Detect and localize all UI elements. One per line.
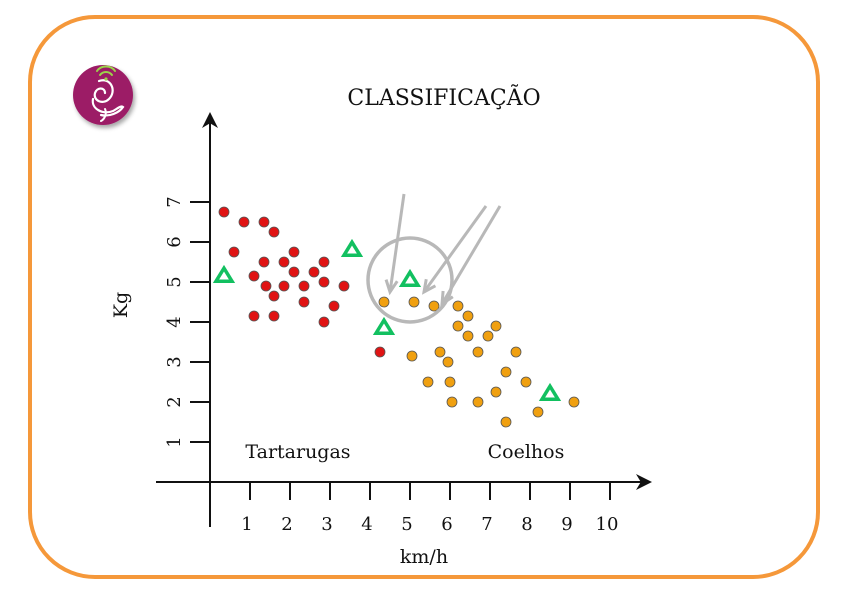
data-point (258, 256, 270, 268)
y-tick-label: 4 (164, 316, 185, 327)
highlight-arrow (388, 193, 406, 293)
data-point (510, 346, 522, 358)
x-tick-label: 7 (481, 514, 492, 535)
data-point (258, 216, 270, 228)
data-point (532, 406, 544, 418)
data-point (378, 296, 390, 308)
triangle-point (212, 264, 236, 283)
data-point (500, 366, 512, 378)
x-tick-label: 9 (561, 514, 572, 535)
data-point (260, 280, 272, 292)
highlight (366, 193, 502, 324)
data-point (406, 350, 418, 362)
data-point (446, 396, 458, 408)
triangle-point (372, 316, 396, 335)
annotation-label: Tartarugas (245, 441, 350, 463)
x-tick-label: 3 (321, 514, 332, 535)
data-point (318, 256, 330, 268)
data-point (520, 376, 532, 388)
annotation-label: Coelhos (488, 441, 565, 463)
data-point (228, 246, 240, 258)
data-point (268, 290, 280, 302)
data-point (268, 310, 280, 322)
y-tick-label: 1 (164, 436, 185, 447)
highlight-arrow-head (384, 279, 399, 296)
data-point (462, 330, 474, 342)
data-point (328, 300, 340, 312)
y-axis-label: Kg (110, 292, 132, 318)
data-points (212, 206, 580, 428)
chart-title: CLASSIFICAÇÃO (347, 83, 540, 111)
data-point (422, 376, 434, 388)
triangle-point (340, 238, 364, 257)
data-point (462, 310, 474, 322)
data-point (452, 300, 464, 312)
triangle-point (398, 268, 422, 287)
x-axis-label: km/h (400, 546, 448, 568)
y-ticks: 1 2 3 4 5 6 7 (164, 196, 210, 448)
y-tick-label: 3 (164, 356, 185, 367)
data-point (442, 356, 454, 368)
card-frame (28, 15, 820, 579)
data-point (374, 346, 386, 358)
data-point (338, 280, 350, 292)
x-tick-label: 1 (241, 514, 252, 535)
y-tick-label: 7 (164, 196, 185, 207)
data-point (288, 266, 300, 278)
x-tick-label: 2 (281, 514, 292, 535)
data-point (472, 396, 484, 408)
data-point (308, 266, 320, 278)
data-point (490, 386, 502, 398)
y-tick-label: 2 (164, 396, 185, 407)
data-point (298, 280, 310, 292)
spiral-ear-icon (73, 65, 133, 125)
highlight-arrow-head (421, 278, 437, 295)
data-point (472, 346, 484, 358)
data-point (490, 320, 502, 332)
data-point (428, 300, 440, 312)
highlight-circle (366, 236, 454, 324)
triangle-point (538, 382, 562, 401)
highlight-arrow (440, 205, 502, 305)
data-point (248, 270, 260, 282)
data-point (500, 416, 512, 428)
x-tick-label: 8 (521, 514, 532, 535)
data-point (318, 316, 330, 328)
y-tick-label: 6 (164, 236, 185, 247)
data-point (434, 346, 446, 358)
highlight-arrow-head (440, 290, 454, 307)
data-point (298, 296, 310, 308)
x-tick-label: 5 (401, 514, 412, 535)
highlight-arrow (422, 205, 488, 293)
data-point (568, 396, 580, 408)
x-tick-label: 10 (596, 514, 619, 535)
data-point (278, 256, 290, 268)
x-tick-label: 6 (441, 514, 452, 535)
data-point (444, 376, 456, 388)
annotations: Tartarugas Coelhos (245, 441, 564, 463)
data-point (482, 330, 494, 342)
data-point (408, 296, 420, 308)
x-tick-label: 4 (361, 514, 372, 535)
data-point (278, 280, 290, 292)
x-ticks: 1 2 3 4 5 6 7 8 9 10 (241, 482, 618, 535)
y-tick-label: 5 (164, 276, 185, 287)
data-point (288, 246, 300, 258)
data-point (238, 216, 250, 228)
data-point (218, 206, 230, 218)
data-point (248, 310, 260, 322)
data-point (268, 226, 280, 238)
data-point (318, 276, 330, 288)
data-point (452, 320, 464, 332)
